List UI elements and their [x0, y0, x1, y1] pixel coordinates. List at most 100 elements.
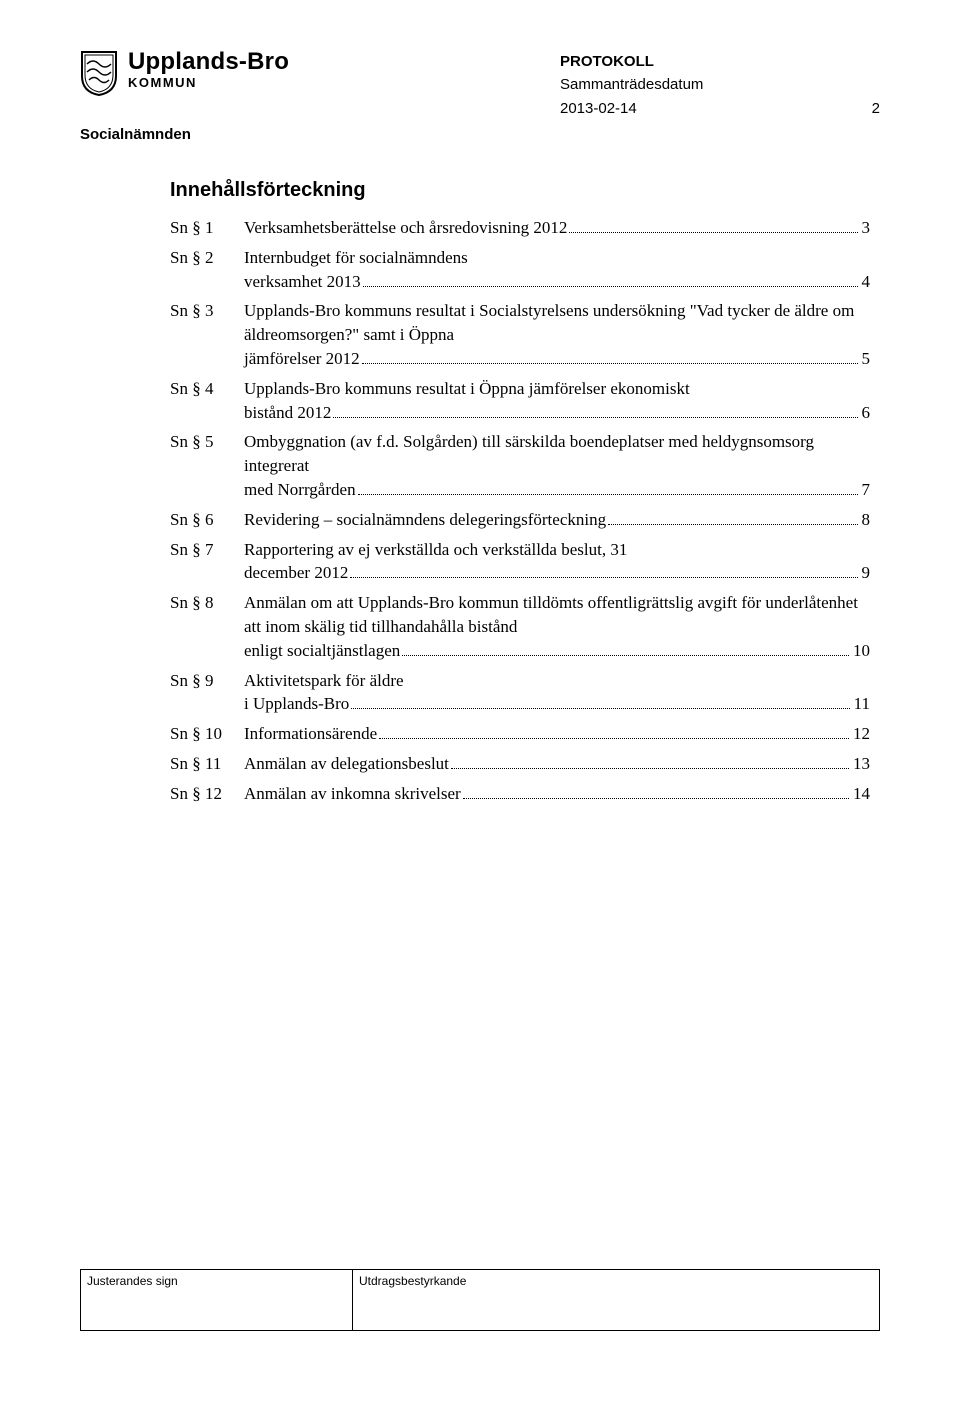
toc-key: Sn § 10: [170, 722, 244, 746]
toc-row: Sn § 12Anmälan av inkomna skrivelser 14: [170, 782, 870, 806]
dot-leader: [333, 402, 857, 417]
signature-box-left: Justerandes sign: [80, 1269, 352, 1331]
toc-entry: Verksamhetsberättelse och årsredovisning…: [244, 216, 870, 240]
dot-leader: [608, 509, 857, 524]
toc-entry: Informationsärende 12: [244, 722, 870, 746]
toc-page-number: 9: [860, 561, 871, 585]
toc-page-number: 12: [851, 722, 870, 746]
toc-text: Rapportering av ej verkställda och verks…: [244, 538, 870, 562]
signature-box-right: Utdragsbestyrkande: [352, 1269, 880, 1331]
toc-row: Sn § 6Revidering – socialnämndens delege…: [170, 508, 870, 532]
toc-row: Sn § 11Anmälan av delegationsbeslut 13: [170, 752, 870, 776]
toc-entry: Rapportering av ej verkställda och verks…: [244, 538, 870, 586]
toc-text-tail: Informationsärende: [244, 722, 377, 746]
meeting-date-label: Sammanträdesdatum: [560, 73, 703, 96]
toc-leader-line: Informationsärende 12: [244, 722, 870, 746]
toc-leader-line: Verksamhetsberättelse och årsredovisning…: [244, 216, 870, 240]
toc-text-tail: enligt socialtjänstlagen: [244, 639, 400, 663]
dot-leader: [350, 563, 857, 578]
toc-text: Anmälan om att Upplands-Bro kommun tilld…: [244, 591, 870, 639]
toc-key: Sn § 6: [170, 508, 244, 532]
toc-leader-line: enligt socialtjänstlagen 10: [244, 639, 870, 663]
toc-page-number: 3: [860, 216, 871, 240]
toc-row: Sn § 5Ombyggnation (av f.d. Solgården) t…: [170, 430, 870, 501]
toc-entry: Internbudget för socialnämndensverksamhe…: [244, 246, 870, 294]
toc-leader-line: jämförelser 20125: [244, 347, 870, 371]
toc-text-tail: Anmälan av delegationsbeslut: [244, 752, 449, 776]
toc-text: Upplands-Bro kommuns resultat i Öppna jä…: [244, 377, 870, 401]
toc-text: Upplands-Bro kommuns resultat i Socialst…: [244, 299, 870, 347]
header-right-block: PROTOKOLL Sammanträdesdatum 2013-02-14 2: [560, 50, 880, 120]
signature-footer: Justerandes sign Utdragsbestyrkande: [80, 1269, 880, 1331]
toc-entry: Anmälan om att Upplands-Bro kommun tilld…: [244, 591, 870, 662]
toc-key: Sn § 4: [170, 377, 244, 401]
toc-key: Sn § 7: [170, 538, 244, 562]
toc-row: Sn § 3Upplands-Bro kommuns resultat i So…: [170, 299, 870, 370]
toc-page-number: 14: [851, 782, 870, 806]
toc-entry: Upplands-Bro kommuns resultat i Öppna jä…: [244, 377, 870, 425]
logo-text: Upplands-Bro KOMMUN: [128, 50, 289, 89]
dot-leader: [379, 724, 849, 739]
toc-leader-line: Revidering – socialnämndens delegeringsf…: [244, 508, 870, 532]
toc-text-tail: verksamhet 2013: [244, 270, 361, 294]
toc-key: Sn § 8: [170, 591, 244, 615]
toc-page-number: 11: [852, 692, 870, 716]
toc-row: Sn § 10Informationsärende 12: [170, 722, 870, 746]
page: Upplands-Bro KOMMUN Socialnämnden PROTOK…: [0, 0, 960, 1401]
dot-leader: [358, 480, 858, 495]
toc-text-tail: Verksamhetsberättelse och årsredovisning…: [244, 216, 567, 240]
meeting-date: 2013-02-14: [560, 97, 637, 120]
toc-text-tail: Anmälan av inkomna skrivelser: [244, 782, 461, 806]
toc-row: Sn § 1Verksamhetsberättelse och årsredov…: [170, 216, 870, 240]
toc-heading: Innehållsförteckning: [170, 179, 870, 202]
toc-leader-line: Anmälan av delegationsbeslut 13: [244, 752, 870, 776]
table-of-contents: Sn § 1Verksamhetsberättelse och årsredov…: [170, 216, 870, 806]
page-number: 2: [872, 97, 880, 120]
doc-type: PROTOKOLL: [560, 50, 654, 73]
toc-page-number: 6: [860, 401, 871, 425]
toc-key: Sn § 3: [170, 299, 244, 323]
dot-leader: [362, 349, 858, 364]
toc-key: Sn § 2: [170, 246, 244, 270]
toc-leader-line: verksamhet 2013 4: [244, 270, 870, 294]
toc-leader-line: Anmälan av inkomna skrivelser 14: [244, 782, 870, 806]
toc-leader-line: i Upplands-Bro11: [244, 692, 870, 716]
toc-page-number: 7: [860, 478, 871, 502]
toc-text-tail: december 2012: [244, 561, 348, 585]
header-left-block: Upplands-Bro KOMMUN Socialnämnden: [80, 50, 289, 143]
toc-key: Sn § 1: [170, 216, 244, 240]
toc-key: Sn § 9: [170, 669, 244, 693]
toc-text: Ombyggnation (av f.d. Solgården) till sä…: [244, 430, 870, 478]
toc-row: Sn § 7Rapportering av ej verkställda och…: [170, 538, 870, 586]
toc-page-number: 13: [851, 752, 870, 776]
toc-page-number: 4: [860, 270, 871, 294]
toc-entry: Upplands-Bro kommuns resultat i Socialst…: [244, 299, 870, 370]
toc-row: Sn § 2Internbudget för socialnämndensver…: [170, 246, 870, 294]
logo-name: Upplands-Bro: [128, 50, 289, 74]
dot-leader: [451, 754, 849, 769]
logo-subtitle: KOMMUN: [128, 76, 289, 89]
dot-leader: [463, 783, 849, 798]
toc-entry: Revidering – socialnämndens delegeringsf…: [244, 508, 870, 532]
toc-leader-line: med Norrgården7: [244, 478, 870, 502]
municipality-shield-icon: [80, 50, 118, 96]
toc-entry: Aktivitetspark för äldrei Upplands-Bro11: [244, 669, 870, 717]
toc-text-tail: Revidering – socialnämndens delegeringsf…: [244, 508, 606, 532]
toc-page-number: 8: [860, 508, 871, 532]
toc-leader-line: december 2012 9: [244, 561, 870, 585]
toc-text-tail: bistånd 2012: [244, 401, 331, 425]
page-header: Upplands-Bro KOMMUN Socialnämnden PROTOK…: [80, 50, 880, 143]
toc-key: Sn § 11: [170, 752, 244, 776]
toc-entry: Ombyggnation (av f.d. Solgården) till sä…: [244, 430, 870, 501]
toc-row: Sn § 9Aktivitetspark för äldrei Upplands…: [170, 669, 870, 717]
toc-entry: Anmälan av inkomna skrivelser 14: [244, 782, 870, 806]
dot-leader: [351, 694, 849, 709]
toc-key: Sn § 12: [170, 782, 244, 806]
toc-entry: Anmälan av delegationsbeslut 13: [244, 752, 870, 776]
committee-name: Socialnämnden: [80, 126, 289, 143]
toc-leader-line: bistånd 2012 6: [244, 401, 870, 425]
toc-text: Aktivitetspark för äldre: [244, 669, 870, 693]
toc-text: Internbudget för socialnämndens: [244, 246, 870, 270]
toc-page-number: 10: [851, 639, 870, 663]
dot-leader: [363, 271, 858, 286]
